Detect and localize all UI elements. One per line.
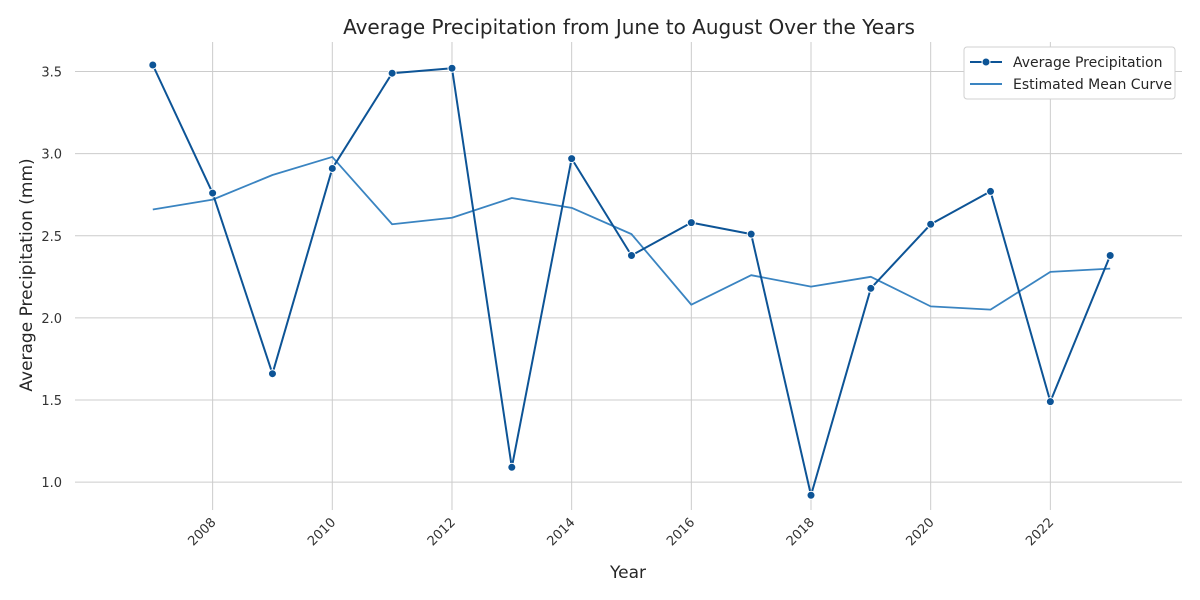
legend-label: Average Precipitation [1013,55,1162,71]
x-tick-label: 2008 [185,515,219,549]
y-tick-label: 2.5 [41,230,62,245]
data-point [1045,397,1055,407]
data-point [507,462,517,472]
data-point [267,369,277,379]
data-point [986,186,996,196]
series-line-average-precipitation [151,64,1112,497]
chart-title: Average Precipitation from June to Augus… [343,15,915,39]
data-point [387,68,397,78]
legend: Average Precipitation Estimated Mean Curv… [963,46,1176,100]
data-point [1105,250,1115,260]
data-point [208,188,218,198]
data-point [926,219,936,229]
data-point [686,218,696,228]
data-point [746,229,756,239]
y-axis-label: Average Precipitation (mm) [17,158,37,391]
grid [75,42,1182,510]
legend-label: Estimated Mean Curve [1013,77,1172,93]
data-point [327,163,337,173]
y-axis-ticks: 1.0 1.5 2.0 2.5 3.0 3.5 [41,66,62,492]
series-line-estimated-mean-curve [152,156,1111,311]
x-tick-label: 2016 [664,515,698,549]
data-point [866,283,876,293]
x-tick-label: 2020 [904,515,938,549]
legend-item: Estimated Mean Curve [970,77,1172,93]
x-tick-label: 2010 [305,515,339,549]
data-point [806,490,816,500]
y-tick-label: 3.5 [41,66,62,81]
x-tick-label: 2022 [1023,515,1057,549]
data-point [447,63,457,73]
x-tick-label: 2012 [425,515,459,549]
y-tick-label: 1.0 [41,476,62,491]
y-tick-label: 2.0 [41,312,62,327]
x-axis-ticks: 2008 2010 2012 2014 2016 2018 2020 2022 [185,515,1057,549]
x-axis-label: Year [609,563,646,583]
y-tick-label: 3.0 [41,148,62,163]
y-tick-label: 1.5 [41,394,62,409]
data-point [148,60,158,70]
legend-item: Average Precipitation [970,55,1162,71]
x-tick-label: 2018 [784,515,818,549]
legend-box [963,46,1176,100]
x-tick-label: 2014 [544,515,578,549]
data-point [626,250,636,260]
legend-marker [981,57,991,67]
series-layer [148,60,1115,500]
data-point [567,154,577,164]
